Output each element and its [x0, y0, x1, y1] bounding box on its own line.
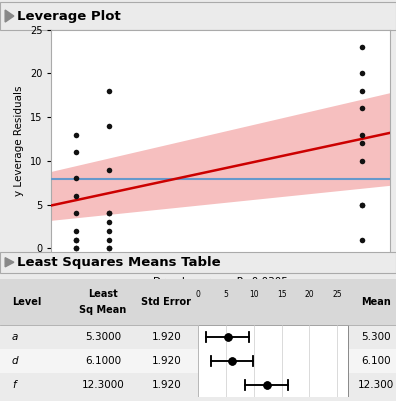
Text: 6.100: 6.100 [362, 356, 391, 366]
Point [358, 132, 365, 138]
Polygon shape [5, 258, 14, 267]
FancyBboxPatch shape [0, 2, 396, 30]
Point [358, 236, 365, 243]
Text: 5.3000: 5.3000 [85, 332, 121, 342]
Point [358, 158, 365, 164]
Bar [198, 325, 348, 397]
Point [73, 245, 79, 251]
FancyBboxPatch shape [0, 252, 396, 273]
Point [73, 192, 79, 199]
Y-axis label: y Leverage Residuals: y Leverage Residuals [14, 86, 25, 196]
Bar [0, 349, 396, 373]
Text: Least: Least [88, 289, 118, 298]
Point [105, 245, 112, 251]
Point [73, 236, 79, 243]
Text: a: a [12, 332, 18, 342]
Bar [0, 279, 396, 325]
Text: 12.300: 12.300 [358, 380, 394, 390]
Text: 20: 20 [305, 290, 314, 299]
Point [105, 236, 112, 243]
Point [73, 175, 79, 182]
Text: 1.920: 1.920 [151, 356, 181, 366]
Bar [0, 325, 396, 349]
Point [358, 44, 365, 51]
Text: Least Squares Means Table: Least Squares Means Table [17, 256, 220, 269]
Point [73, 210, 79, 217]
X-axis label: Drug Leverage, P=0.0305: Drug Leverage, P=0.0305 [153, 277, 288, 287]
Text: Leverage Plot: Leverage Plot [17, 10, 120, 22]
Point [73, 132, 79, 138]
Point [358, 201, 365, 208]
Point [73, 227, 79, 234]
Text: 5.300: 5.300 [362, 332, 391, 342]
Polygon shape [5, 10, 14, 22]
Text: 15: 15 [277, 290, 286, 299]
Point [73, 245, 79, 251]
Point [105, 123, 112, 129]
Point [358, 140, 365, 146]
Text: 25: 25 [333, 290, 342, 299]
Point [358, 105, 365, 111]
Point [105, 227, 112, 234]
Text: 1.920: 1.920 [151, 380, 181, 390]
Point [358, 70, 365, 77]
Point [73, 236, 79, 243]
Point [73, 149, 79, 155]
Point [105, 210, 112, 217]
Text: Mean: Mean [361, 297, 391, 307]
Text: f: f [12, 380, 15, 390]
Text: 6.1000: 6.1000 [85, 356, 121, 366]
Point [105, 210, 112, 217]
Text: Sq Mean: Sq Mean [79, 306, 127, 315]
Text: Level: Level [12, 297, 41, 307]
Point [358, 88, 365, 94]
Point [105, 166, 112, 173]
Text: 10: 10 [249, 290, 259, 299]
Point [105, 88, 112, 94]
Bar [0, 373, 396, 397]
Text: 0: 0 [196, 290, 200, 299]
Point [358, 201, 365, 208]
Text: d: d [12, 356, 19, 366]
Text: 5: 5 [223, 290, 228, 299]
Point [105, 219, 112, 225]
Text: 12.3000: 12.3000 [82, 380, 124, 390]
Text: Std Error: Std Error [141, 297, 191, 307]
Point [105, 245, 112, 251]
Text: 1.920: 1.920 [151, 332, 181, 342]
